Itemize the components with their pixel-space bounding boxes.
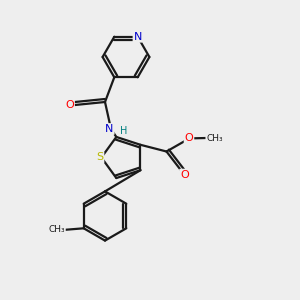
Text: H: H (120, 125, 127, 136)
Text: CH₃: CH₃ (206, 134, 223, 142)
Text: S: S (96, 152, 103, 163)
Text: O: O (184, 133, 194, 143)
Text: O: O (180, 169, 189, 180)
Text: O: O (65, 100, 74, 110)
Text: N: N (105, 124, 114, 134)
Text: CH₃: CH₃ (48, 225, 65, 234)
Text: N: N (134, 32, 142, 42)
